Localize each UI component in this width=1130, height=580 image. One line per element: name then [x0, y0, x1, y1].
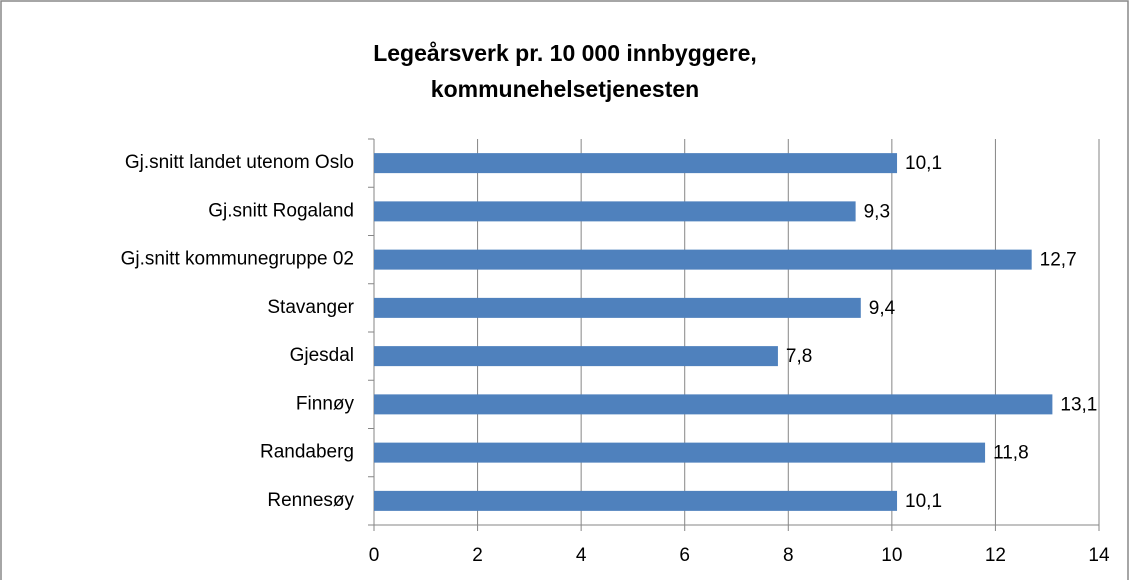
- y-tick-label: Stavanger: [267, 297, 354, 318]
- bar: [374, 442, 986, 463]
- y-tick-label: Gj.snitt kommunegruppe 02: [121, 249, 354, 270]
- x-tick-label: 2: [472, 545, 483, 566]
- y-tick-label: Gj.snitt landet utenom Oslo: [125, 152, 354, 173]
- data-label: 10,1: [905, 153, 942, 174]
- x-tick-label: 6: [679, 545, 690, 566]
- y-tick-label: Rennesøy: [267, 490, 354, 511]
- data-label: 7,8: [786, 346, 812, 367]
- data-label: 11,8: [993, 443, 1029, 464]
- bar: [374, 249, 1032, 270]
- chart-title: kommunehelsetjenesten: [431, 76, 699, 102]
- x-tick-label: 8: [783, 545, 794, 566]
- x-tick-label: 12: [985, 545, 1006, 566]
- x-tick-label: 14: [1088, 545, 1110, 566]
- chart-title: Legeårsverk pr. 10 000 innbyggere,: [373, 40, 757, 66]
- data-label: 10,1: [905, 491, 942, 512]
- bar: [374, 297, 861, 318]
- data-label: 9,3: [864, 201, 890, 222]
- bar: [374, 490, 898, 511]
- bar: [374, 394, 1053, 415]
- data-label: 13,1: [1060, 394, 1097, 415]
- y-tick-label: Gj.snitt Rogaland: [208, 200, 354, 221]
- x-tick-label: 4: [576, 545, 587, 566]
- data-label: 12,7: [1040, 250, 1077, 271]
- data-label: 9,4: [869, 298, 896, 319]
- bar: [374, 346, 778, 367]
- x-tick-label: 0: [369, 545, 380, 566]
- bar: [374, 153, 898, 174]
- bar: [374, 201, 856, 222]
- x-tick-label: 10: [881, 545, 902, 566]
- y-tick-label: Gjesdal: [290, 345, 354, 366]
- y-tick-label: Finnøy: [296, 393, 355, 414]
- y-tick-label: Randaberg: [260, 442, 354, 463]
